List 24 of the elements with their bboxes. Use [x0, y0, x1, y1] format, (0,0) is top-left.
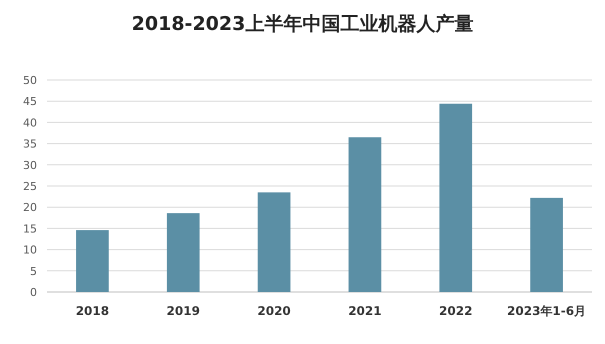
y-tick-label: 35: [23, 138, 37, 151]
x-tick-label: 2023年1-6月: [507, 304, 586, 318]
x-tick-label: 2021: [348, 304, 382, 318]
y-tick-label: 40: [23, 116, 37, 130]
y-tick-label: 45: [23, 95, 37, 108]
y-tick-label: 30: [23, 158, 37, 172]
y-tick-label: 20: [23, 201, 37, 214]
bar: [439, 104, 472, 292]
x-tick-label: 2020: [257, 304, 291, 318]
y-tick-label: 25: [23, 180, 37, 193]
bar: [530, 198, 563, 292]
y-tick-label: 50: [23, 74, 37, 87]
y-tick-label: 15: [23, 222, 37, 236]
bar: [76, 230, 109, 292]
x-tick-label: 2018: [76, 304, 110, 318]
y-tick-label: 0: [30, 286, 37, 299]
y-tick-label: 5: [30, 264, 37, 278]
bar: [258, 192, 290, 292]
chart-title: 2018-2023上半年中国工业机器人产量: [132, 13, 474, 35]
y-tick-label: 10: [23, 244, 37, 257]
bar: [348, 137, 382, 292]
x-tick-label: 2022: [439, 304, 472, 318]
bar: [166, 213, 200, 292]
x-tick-label: 2019: [166, 304, 200, 318]
